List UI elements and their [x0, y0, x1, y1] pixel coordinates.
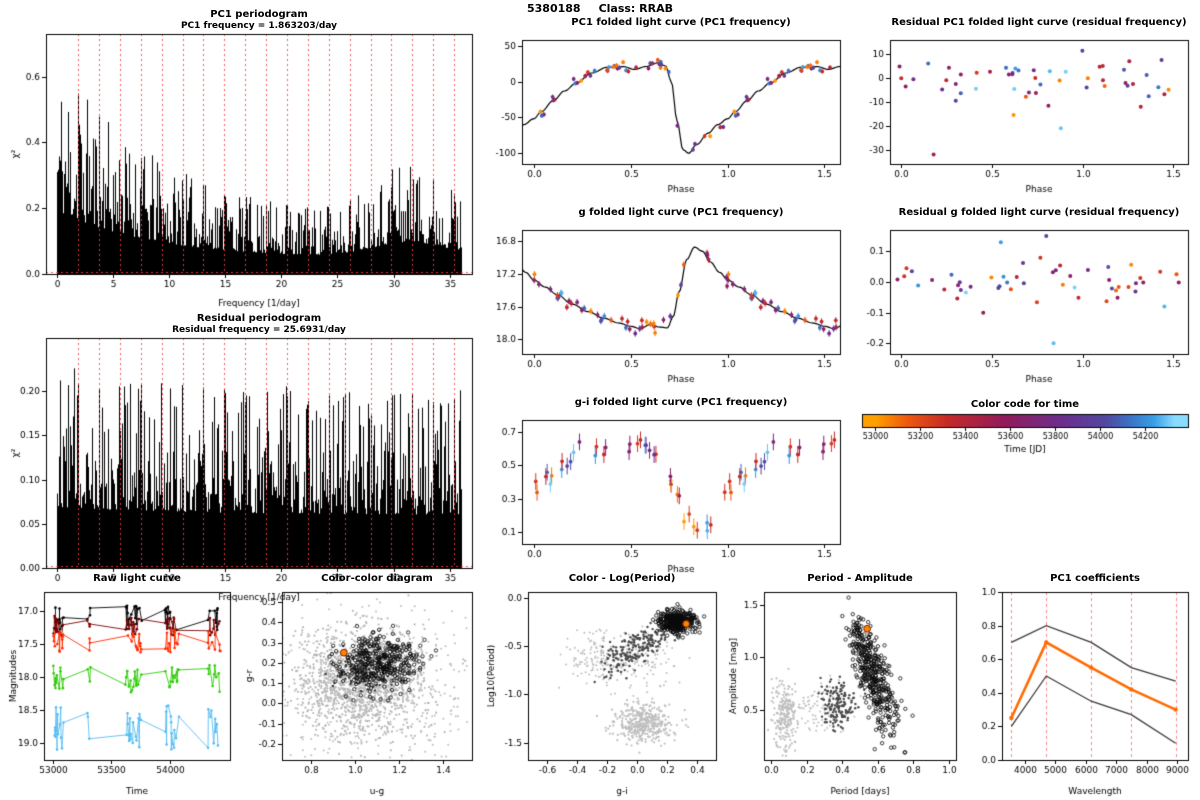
panel-residual-pc1-folded: Residual PC1 folded light curve (residua… — [854, 16, 1196, 196]
panel-residual-periodogram: Residual periodogram Residual frequency … — [6, 312, 480, 604]
panel-g-folded-light-curve: g folded light curve (PC1 frequency) — [484, 206, 850, 386]
raw-light-curve-canvas — [4, 572, 238, 798]
residual-pc1-canvas — [854, 16, 1196, 196]
panel-pc1-coefficients: PC1 coefficients — [964, 572, 1196, 798]
panel-color-color-diagram: Color-color diagram — [240, 572, 480, 798]
residual-g-canvas — [854, 206, 1196, 386]
color-logperiod-canvas — [482, 572, 724, 798]
color-color-canvas — [240, 572, 480, 798]
panel-residual-g-folded: Residual g folded light curve (residual … — [854, 206, 1196, 386]
figure-title: 5380188 Class: RRAB — [0, 2, 1200, 15]
panel-pc1-periodogram: PC1 periodogram PC1 frequency = 1.863203… — [6, 8, 480, 310]
panel-raw-light-curve: Raw light curve — [4, 572, 238, 798]
panel-time-colorbar: Color code for time — [854, 398, 1196, 462]
time-colorbar-canvas — [854, 398, 1196, 462]
pc1-folded-canvas — [484, 16, 850, 196]
period-amplitude-canvas — [724, 572, 964, 798]
pc1-coefficients-canvas — [964, 572, 1196, 798]
panel-color-logperiod: Color - Log(Period) — [482, 572, 724, 798]
residual-periodogram-canvas — [6, 312, 480, 604]
panel-period-amplitude: Period - Amplitude — [724, 572, 964, 798]
panel-pc1-folded-light-curve: PC1 folded light curve (PC1 frequency) — [484, 16, 850, 196]
panel-gi-folded-light-curve: g-i folded light curve (PC1 frequency) — [484, 396, 850, 576]
pc1-periodogram-canvas — [6, 8, 480, 310]
g-folded-canvas — [484, 206, 850, 386]
object-id: 5380188 — [526, 2, 581, 15]
object-class: Class: RRAB — [598, 2, 673, 15]
gi-folded-canvas — [484, 396, 850, 576]
